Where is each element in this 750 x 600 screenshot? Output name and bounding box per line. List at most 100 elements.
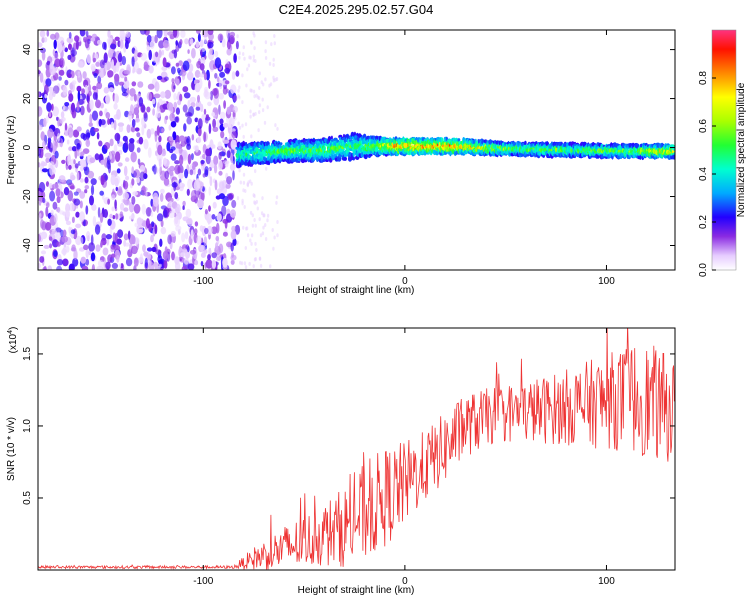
colorbar-ticks: 0.00.20.40.60.8 bbox=[698, 71, 716, 277]
spectrogram-cell bbox=[123, 180, 129, 190]
spectrogram-y-tick-label: -40 bbox=[22, 238, 33, 253]
spectrogram-cell bbox=[90, 184, 95, 196]
spectrogram-cell bbox=[161, 49, 165, 56]
spectrogram-cell bbox=[259, 263, 263, 268]
spectrogram-cell bbox=[114, 175, 121, 185]
spectrogram-cell bbox=[141, 125, 145, 136]
spectrogram-cell bbox=[236, 196, 240, 201]
spectrogram-cell bbox=[133, 257, 139, 267]
spectrogram-cell bbox=[130, 151, 137, 163]
spectrogram-cell bbox=[81, 265, 89, 270]
spectrogram-cell bbox=[52, 201, 58, 210]
spectrogram-cell bbox=[47, 128, 54, 139]
spectrogram-cell bbox=[88, 84, 92, 93]
spectrogram-cell bbox=[245, 143, 249, 147]
spectrogram-cell bbox=[197, 118, 203, 130]
spectrogram-cell bbox=[56, 241, 61, 247]
spectrogram-cell bbox=[219, 118, 224, 125]
spectrogram-cell bbox=[60, 111, 65, 119]
spectrogram-cell bbox=[126, 124, 131, 133]
spectrogram-cell bbox=[38, 212, 42, 219]
spectrogram-cell bbox=[272, 57, 275, 62]
spectrogram-cell bbox=[229, 31, 236, 38]
spectrogram-cell bbox=[43, 244, 50, 249]
spectrogram-cell bbox=[85, 231, 91, 241]
spectrogram-cell bbox=[234, 224, 241, 235]
spectrogram-cell bbox=[186, 143, 192, 150]
spectrogram-cell bbox=[50, 33, 56, 40]
spectrogram-cell bbox=[264, 56, 268, 60]
spectrogram-cell bbox=[117, 122, 125, 127]
spectrogram-cell bbox=[173, 93, 177, 101]
spectrogram-cell bbox=[160, 188, 165, 194]
spectrogram-cell bbox=[88, 242, 95, 252]
spectrogram-cell bbox=[66, 37, 74, 44]
spectrogram-cell bbox=[205, 154, 211, 165]
spectrogram-cell bbox=[44, 93, 48, 99]
spectrogram-cell bbox=[116, 109, 121, 120]
spectrogram-cell bbox=[170, 153, 177, 161]
spectrogram-cell bbox=[255, 199, 258, 204]
spectrogram-cell bbox=[39, 72, 44, 83]
spectrogram-cell bbox=[186, 116, 192, 125]
spectrogram-cell bbox=[243, 261, 247, 266]
spectrogram-cell bbox=[185, 208, 192, 218]
spectrogram-cell bbox=[209, 176, 213, 187]
spectrogram-cell bbox=[156, 125, 160, 136]
spectrogram-cell bbox=[196, 235, 202, 245]
spectrogram-cell bbox=[38, 70, 41, 75]
spectrogram-cell bbox=[231, 199, 237, 209]
spectrogram-cell bbox=[94, 224, 101, 235]
spectrogram-cell bbox=[122, 79, 130, 89]
spectrogram-cell bbox=[146, 106, 151, 113]
spectrogram-cell bbox=[114, 151, 121, 162]
spectrogram-x-axis: -100 0 100 bbox=[193, 30, 615, 287]
spectrogram-cell bbox=[546, 142, 549, 146]
spectrogram-cell bbox=[261, 108, 265, 113]
spectrogram-cell bbox=[40, 219, 45, 229]
spectrogram-cell bbox=[252, 264, 255, 269]
spectrogram-cell bbox=[174, 164, 181, 175]
spectrogram-cell bbox=[40, 231, 48, 240]
spectrogram-cell bbox=[226, 39, 231, 50]
spectrogram-cell bbox=[63, 242, 67, 248]
spectrogram-cell bbox=[100, 175, 105, 186]
spectrogram-cell bbox=[242, 45, 245, 50]
spectrogram-cell bbox=[204, 227, 209, 235]
spectrogram-cell bbox=[80, 105, 85, 116]
spectrogram-cell bbox=[224, 67, 231, 74]
spectrogram-cell bbox=[213, 87, 220, 99]
spectrogram-cell bbox=[197, 33, 201, 42]
spectrogram-cell bbox=[158, 158, 162, 168]
spectrogram-cell bbox=[182, 60, 190, 72]
spectrogram-cell bbox=[134, 117, 140, 123]
spectrogram-cell bbox=[114, 199, 117, 209]
spectrogram-cell bbox=[167, 31, 174, 36]
spectrogram-cell bbox=[85, 30, 89, 37]
snr-x-axis: -100 0 100 bbox=[193, 328, 615, 587]
spectrogram-cell bbox=[253, 33, 256, 38]
spectrogram-cell bbox=[250, 134, 253, 139]
spectrogram-cell bbox=[251, 223, 255, 228]
spectrogram-cell bbox=[125, 31, 131, 38]
spectrogram-cell bbox=[110, 174, 116, 186]
spectrogram-cell bbox=[101, 233, 107, 241]
spectrogram-cell bbox=[187, 49, 190, 54]
spectrogram-cell bbox=[196, 30, 201, 34]
spectrogram-x-tick-label: -100 bbox=[193, 276, 213, 287]
spectrogram-cell bbox=[174, 160, 180, 165]
spectrogram-cell bbox=[107, 70, 114, 78]
spectrogram-cell bbox=[94, 153, 100, 161]
spectrogram-cell bbox=[139, 164, 146, 172]
spectrogram-cell bbox=[160, 226, 167, 235]
spectrogram-cell bbox=[240, 159, 245, 166]
spectrogram-cell bbox=[215, 195, 221, 200]
spectrogram-cell bbox=[143, 139, 149, 150]
spectrogram-cell bbox=[160, 91, 166, 99]
spectrogram-cell bbox=[244, 189, 247, 193]
spectrogram-cell bbox=[116, 238, 122, 245]
spectrogram-cell bbox=[263, 120, 267, 125]
spectrogram-cell bbox=[105, 112, 111, 119]
spectrogram-cell bbox=[226, 106, 231, 115]
spectrogram-cell bbox=[38, 262, 41, 269]
